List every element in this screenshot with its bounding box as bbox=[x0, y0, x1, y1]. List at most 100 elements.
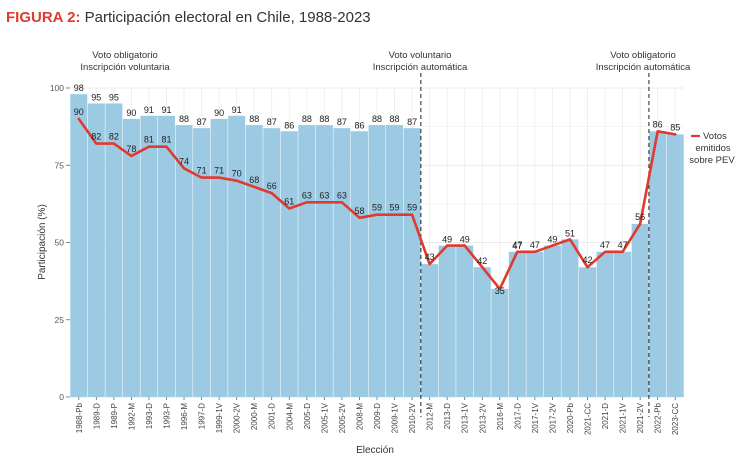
bar-value-label: 91 bbox=[161, 105, 171, 115]
figure-title-text: Participación electoral en Chile, 1988-2… bbox=[84, 9, 371, 26]
x-tick-label: 2020-Pb bbox=[566, 402, 575, 433]
bar-value-label: 95 bbox=[91, 92, 101, 102]
x-tick-label: 1993-D bbox=[145, 403, 154, 429]
y-tick-label: 75 bbox=[55, 160, 65, 170]
annotation-line2: Inscripción voluntaria bbox=[80, 62, 170, 73]
figure-title: FIGURA 2: Participación electoral en Chi… bbox=[6, 9, 371, 26]
annotation-line1: Voto obligatorio bbox=[92, 50, 158, 61]
x-tick-label: 2008-M bbox=[356, 403, 365, 430]
line-value-label: 47 bbox=[618, 240, 628, 250]
regime-dividers bbox=[420, 73, 650, 417]
x-tick-label: 2013-2V bbox=[478, 402, 487, 433]
line-value-label: 63 bbox=[302, 190, 312, 200]
bar bbox=[157, 115, 175, 397]
bar bbox=[175, 125, 193, 397]
bar-value-label: 88 bbox=[179, 114, 189, 124]
x-tick-label: 2005-D bbox=[303, 403, 312, 429]
x-tick-label: 2017-2V bbox=[548, 402, 557, 433]
annotation-line1: Voto voluntario bbox=[389, 50, 452, 61]
bar bbox=[105, 103, 123, 397]
x-axis-title: Elección bbox=[356, 445, 394, 456]
x-tick-label: 2005-1V bbox=[320, 402, 329, 433]
bar-value-label: 91 bbox=[144, 105, 154, 115]
line-value-label: 35 bbox=[495, 286, 505, 296]
figure-number: FIGURA 2: bbox=[6, 9, 81, 26]
bar bbox=[228, 115, 246, 397]
bar bbox=[298, 125, 316, 397]
x-tick-label: 1989-D bbox=[92, 403, 101, 429]
x-tick-label: 1989-P bbox=[110, 403, 119, 429]
bar-value-label: 86 bbox=[354, 120, 364, 130]
bar bbox=[614, 251, 632, 397]
bar-value-label: 90 bbox=[126, 108, 136, 118]
line-value-label: 58 bbox=[354, 206, 364, 216]
bar bbox=[543, 245, 561, 397]
x-tick-label: 1996-M bbox=[180, 403, 189, 430]
x-tick-label: 1997-D bbox=[198, 403, 207, 429]
bar bbox=[210, 118, 228, 398]
line-value-label: 71 bbox=[214, 166, 224, 176]
bar bbox=[579, 267, 597, 397]
line-value-label: 47 bbox=[512, 240, 522, 250]
bar-value-label: 88 bbox=[372, 114, 382, 124]
bar-value-label: 47 bbox=[512, 241, 522, 251]
bar-value-label: 49 bbox=[442, 235, 452, 245]
x-tick-label: 2009-D bbox=[373, 403, 382, 429]
legend-label: Votos bbox=[703, 131, 727, 142]
x-tick-label: 2023-CC bbox=[671, 403, 680, 435]
line-value-label: 42 bbox=[583, 255, 593, 265]
x-tick-label: 2021-D bbox=[601, 403, 610, 429]
line-value-label: 74 bbox=[179, 156, 189, 166]
bar bbox=[666, 134, 684, 397]
x-tick-label: 2004-M bbox=[285, 403, 294, 430]
legend-label: sobre PEV bbox=[689, 155, 735, 166]
bar bbox=[140, 115, 158, 397]
line-value-label: 63 bbox=[337, 190, 347, 200]
line-value-label: 59 bbox=[390, 203, 400, 213]
votes-line-path bbox=[77, 117, 677, 291]
bar-value-label: 91 bbox=[232, 105, 242, 115]
bar-value-label: 88 bbox=[390, 114, 400, 124]
bar bbox=[561, 239, 579, 397]
line-value-label: 71 bbox=[197, 166, 207, 176]
bar bbox=[263, 128, 281, 398]
line-value-label: 61 bbox=[284, 197, 294, 207]
bar bbox=[87, 103, 105, 397]
line-value-label: 66 bbox=[267, 181, 277, 191]
annotation-line1: Voto obligatorio bbox=[610, 50, 676, 61]
x-tick-label: 2000-M bbox=[250, 403, 259, 430]
line-value-label: 59 bbox=[372, 203, 382, 213]
x-tick-label: 2010-2V bbox=[408, 402, 417, 433]
bar-value-label: 87 bbox=[407, 117, 417, 127]
bar bbox=[596, 251, 614, 397]
bar bbox=[508, 251, 526, 397]
y-axis: 0 25 50 75 100 bbox=[50, 83, 70, 402]
x-tick-label: 2009-1V bbox=[391, 402, 400, 433]
bar bbox=[315, 125, 333, 397]
bar bbox=[526, 251, 544, 397]
bar bbox=[193, 128, 211, 398]
bar-value-label: 51 bbox=[565, 228, 575, 238]
line-value-label: 63 bbox=[319, 190, 329, 200]
bar bbox=[421, 264, 439, 397]
bar-value-label: 88 bbox=[319, 114, 329, 124]
x-tick-label: 1993-P bbox=[163, 403, 172, 429]
x-axis: 1988-Pb 1989-D 1989-P 1992-M 1993-D 1993-P 199… bbox=[75, 397, 680, 435]
y-tick-label: 50 bbox=[55, 238, 65, 248]
bar bbox=[403, 128, 421, 398]
bar-value-label: 49 bbox=[547, 235, 557, 245]
bar-value-label: 88 bbox=[302, 114, 312, 124]
line-value-label: 82 bbox=[109, 132, 119, 142]
bar-labels: 98 95 95 90 91 91 88 87 90 91 88 87 86 88 88 87 86 88 88 87… bbox=[74, 83, 575, 266]
x-tick-label: 2001-D bbox=[268, 403, 277, 429]
line-value-label: 59 bbox=[407, 203, 417, 213]
bar bbox=[245, 125, 263, 397]
x-tick-label: 2021-CC bbox=[584, 403, 593, 435]
annotation-line2: Inscripción automática bbox=[373, 62, 468, 73]
x-tick-label: 1992-M bbox=[127, 403, 136, 430]
x-tick-label: 2017-D bbox=[513, 403, 522, 429]
x-tick-label: 2022-Pb bbox=[654, 402, 663, 433]
bar bbox=[386, 125, 404, 397]
bar bbox=[280, 131, 298, 397]
